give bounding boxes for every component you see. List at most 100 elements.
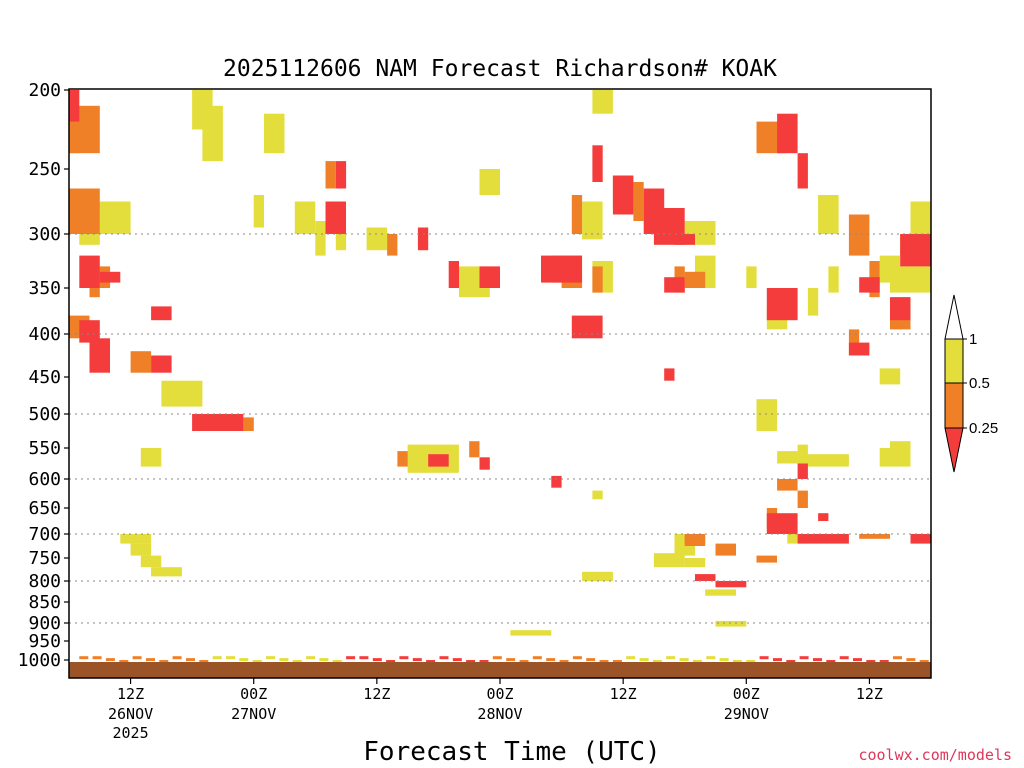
surface-streak bbox=[452, 658, 462, 662]
y-tick-label-750: 750 bbox=[28, 548, 61, 569]
surface-streak bbox=[105, 658, 115, 662]
cell-0-5-1-32 bbox=[756, 399, 777, 431]
surface-streak bbox=[306, 656, 316, 660]
y-tick-label-600: 600 bbox=[28, 469, 61, 490]
colorbar-bin-0.25-0.5 bbox=[944, 382, 964, 429]
cell-0-25-0-5-13 bbox=[571, 195, 583, 234]
y-tick-label-900: 900 bbox=[28, 613, 61, 634]
cell-0-5-1-41 bbox=[879, 368, 901, 385]
cell-0-5-1-34 bbox=[777, 451, 798, 464]
ground-band bbox=[69, 662, 931, 678]
y-tick-label-400: 400 bbox=[28, 324, 61, 345]
surface-streak bbox=[572, 656, 582, 660]
x-tick-label-2: 12Z bbox=[363, 685, 390, 703]
cell--0-25-29 bbox=[818, 513, 829, 521]
cell-0-5-1-25 bbox=[653, 553, 685, 568]
cell--0-25-2 bbox=[79, 320, 100, 343]
data-cells bbox=[69, 90, 931, 663]
surface-streak bbox=[706, 656, 716, 660]
surface-streak bbox=[546, 658, 556, 662]
cell-0-25-0-5-19 bbox=[684, 536, 706, 546]
y-tick-label-950: 950 bbox=[28, 631, 61, 652]
cell-0-25-0-5-30 bbox=[859, 534, 890, 539]
surface-streak bbox=[853, 658, 862, 662]
cell--0-25-5 bbox=[151, 355, 172, 373]
surface-streak bbox=[239, 658, 249, 662]
surface-streak bbox=[346, 656, 356, 660]
cell-0-5-1-15 bbox=[335, 234, 347, 251]
surface-streak bbox=[132, 656, 142, 660]
cell--0-25-23 bbox=[695, 574, 716, 581]
surface-streak bbox=[599, 660, 609, 663]
cell--0-25-6 bbox=[151, 306, 172, 321]
x-tick-date-1: 27NOV bbox=[231, 705, 276, 723]
cell--0-25-4 bbox=[99, 271, 121, 283]
cell-0-5-1-24 bbox=[592, 90, 613, 114]
surface-streak bbox=[759, 656, 769, 660]
cell-0-5-1-8 bbox=[140, 448, 162, 467]
surface-streak bbox=[479, 660, 489, 663]
surface-streak bbox=[666, 656, 676, 660]
surface-streak bbox=[906, 658, 916, 662]
surface-streak bbox=[893, 656, 902, 660]
cell-0-25-0-5-6 bbox=[243, 417, 254, 431]
x-tick-label-4: 12Z bbox=[610, 685, 637, 703]
x-tick-label-0: 12Z bbox=[117, 685, 144, 703]
surface-streak bbox=[266, 656, 275, 660]
surface-streak bbox=[786, 660, 796, 663]
cell-0-5-1-22 bbox=[592, 490, 603, 500]
x-tick-label-3: 00Z bbox=[486, 685, 513, 703]
cell-0-25-0-5-1 bbox=[69, 188, 100, 234]
cell-0-25-0-5-20 bbox=[715, 543, 736, 556]
y-tick-label-200: 200 bbox=[28, 80, 61, 101]
surface-streak bbox=[386, 660, 396, 663]
cell--0-25-21 bbox=[664, 277, 685, 293]
cell-0-25-0-5-33 bbox=[797, 490, 808, 508]
cell--0-25-35 bbox=[777, 113, 798, 154]
cell-0-25-0-5-5 bbox=[130, 351, 152, 373]
cell-0-5-1-38 bbox=[828, 266, 839, 293]
surface-streak bbox=[532, 656, 542, 660]
cell-0-25-0-5-16 bbox=[633, 182, 644, 221]
cell-0-5-1-43 bbox=[890, 441, 911, 455]
colorbar-label-0: 1 bbox=[969, 331, 977, 348]
cell-0-25-0-5-26 bbox=[848, 329, 860, 356]
surface-streak bbox=[586, 658, 596, 662]
surface-streak bbox=[119, 660, 129, 663]
surface-streak bbox=[412, 658, 422, 662]
x-axis-title: Forecast Time (UTC) bbox=[363, 737, 660, 767]
surface-streak bbox=[732, 660, 742, 663]
surface-streak bbox=[773, 658, 782, 662]
x-tick-date-3: 28NOV bbox=[477, 705, 522, 723]
surface-streak bbox=[372, 658, 382, 662]
surface-streak bbox=[226, 656, 235, 660]
x-tick-year-0: 2025 bbox=[113, 724, 149, 742]
cell-0-25-0-5-14 bbox=[592, 266, 603, 293]
cell-0-5-1-6 bbox=[151, 567, 182, 577]
surface-streak bbox=[559, 660, 569, 663]
surface-streak bbox=[692, 660, 702, 663]
surface-streak bbox=[626, 656, 636, 660]
cell--0-25-38 bbox=[674, 234, 695, 245]
y-tick-label-550: 550 bbox=[28, 438, 61, 459]
cell--0-25-24 bbox=[715, 581, 747, 588]
y-tick-label-450: 450 bbox=[28, 367, 61, 388]
y-tick-label-250: 250 bbox=[28, 159, 61, 180]
cell-0-25-0-5-21 bbox=[756, 555, 777, 563]
cell--0-25-7 bbox=[192, 414, 244, 431]
cell--0-25-31 bbox=[859, 277, 880, 293]
x-tick-label-5: 00Z bbox=[733, 685, 760, 703]
x-tick-label-6: 12Z bbox=[856, 685, 883, 703]
cell-0-5-1-28 bbox=[684, 558, 706, 568]
cell-0-5-1-13 bbox=[294, 201, 316, 234]
cell--0-25-37 bbox=[479, 266, 500, 288]
surface-streak bbox=[879, 660, 889, 663]
surface-streak bbox=[332, 660, 342, 663]
y-tick-label-700: 700 bbox=[28, 524, 61, 545]
surface-streak bbox=[172, 656, 182, 660]
surface-streak bbox=[813, 658, 822, 662]
cell-0-5-1-47 bbox=[787, 534, 808, 544]
cell-0-5-1-30 bbox=[705, 589, 736, 596]
